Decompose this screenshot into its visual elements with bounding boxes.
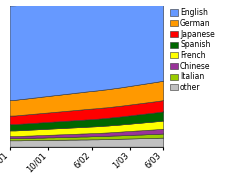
Legend: English, German, Japanese, Spanish, French, Chinese, Italian, other: English, German, Japanese, Spanish, Fren… xyxy=(168,7,216,93)
